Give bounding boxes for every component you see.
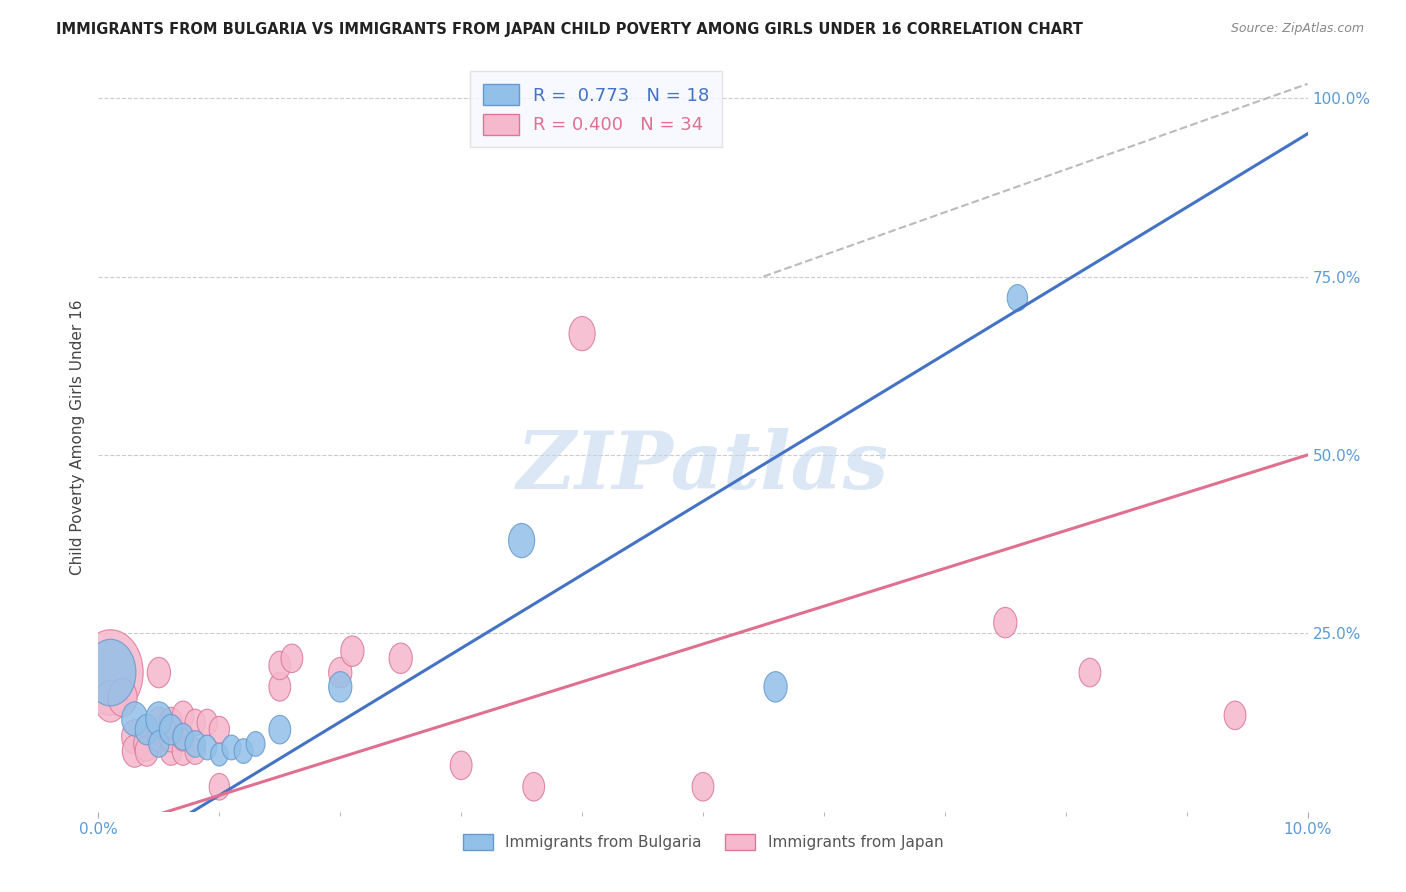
Ellipse shape [389,643,412,673]
Ellipse shape [692,772,714,801]
Ellipse shape [523,772,544,801]
Text: IMMIGRANTS FROM BULGARIA VS IMMIGRANTS FROM JAPAN CHILD POVERTY AMONG GIRLS UNDE: IMMIGRANTS FROM BULGARIA VS IMMIGRANTS F… [56,22,1083,37]
Ellipse shape [763,672,787,702]
Ellipse shape [122,735,148,767]
Ellipse shape [222,735,240,760]
Ellipse shape [94,681,127,722]
Ellipse shape [233,739,253,764]
Ellipse shape [160,737,181,765]
Ellipse shape [148,707,170,738]
Ellipse shape [134,727,160,761]
Ellipse shape [269,715,291,744]
Ellipse shape [209,716,229,743]
Ellipse shape [340,636,364,666]
Ellipse shape [148,722,170,752]
Ellipse shape [86,640,136,706]
Ellipse shape [159,714,183,745]
Ellipse shape [122,720,148,754]
Text: Source: ZipAtlas.com: Source: ZipAtlas.com [1230,22,1364,36]
Ellipse shape [135,714,159,745]
Ellipse shape [211,743,228,766]
Ellipse shape [172,737,194,765]
Ellipse shape [77,630,143,715]
Ellipse shape [172,701,194,730]
Ellipse shape [509,524,534,558]
Ellipse shape [122,702,148,736]
Y-axis label: Child Poverty Among Girls Under 16: Child Poverty Among Girls Under 16 [70,300,86,574]
Ellipse shape [159,707,183,738]
Ellipse shape [1078,658,1101,687]
Ellipse shape [135,736,159,766]
Legend: Immigrants from Bulgaria, Immigrants from Japan: Immigrants from Bulgaria, Immigrants fro… [457,829,949,856]
Ellipse shape [269,673,291,701]
Ellipse shape [246,731,266,756]
Ellipse shape [1225,701,1246,730]
Ellipse shape [173,723,193,750]
Ellipse shape [186,731,205,757]
Ellipse shape [159,722,183,752]
Ellipse shape [198,735,217,760]
Ellipse shape [149,731,169,757]
Ellipse shape [186,738,205,764]
Ellipse shape [281,644,302,673]
Ellipse shape [209,773,229,800]
Ellipse shape [197,709,218,736]
Ellipse shape [108,679,138,716]
Ellipse shape [269,651,291,680]
Ellipse shape [148,657,170,688]
Ellipse shape [329,657,352,688]
Ellipse shape [994,607,1017,638]
Ellipse shape [186,709,205,736]
Ellipse shape [1007,285,1028,311]
Ellipse shape [172,723,194,751]
Ellipse shape [146,702,172,736]
Ellipse shape [569,317,595,351]
Ellipse shape [329,672,352,702]
Ellipse shape [450,751,472,780]
Text: ZIPatlas: ZIPatlas [517,428,889,506]
